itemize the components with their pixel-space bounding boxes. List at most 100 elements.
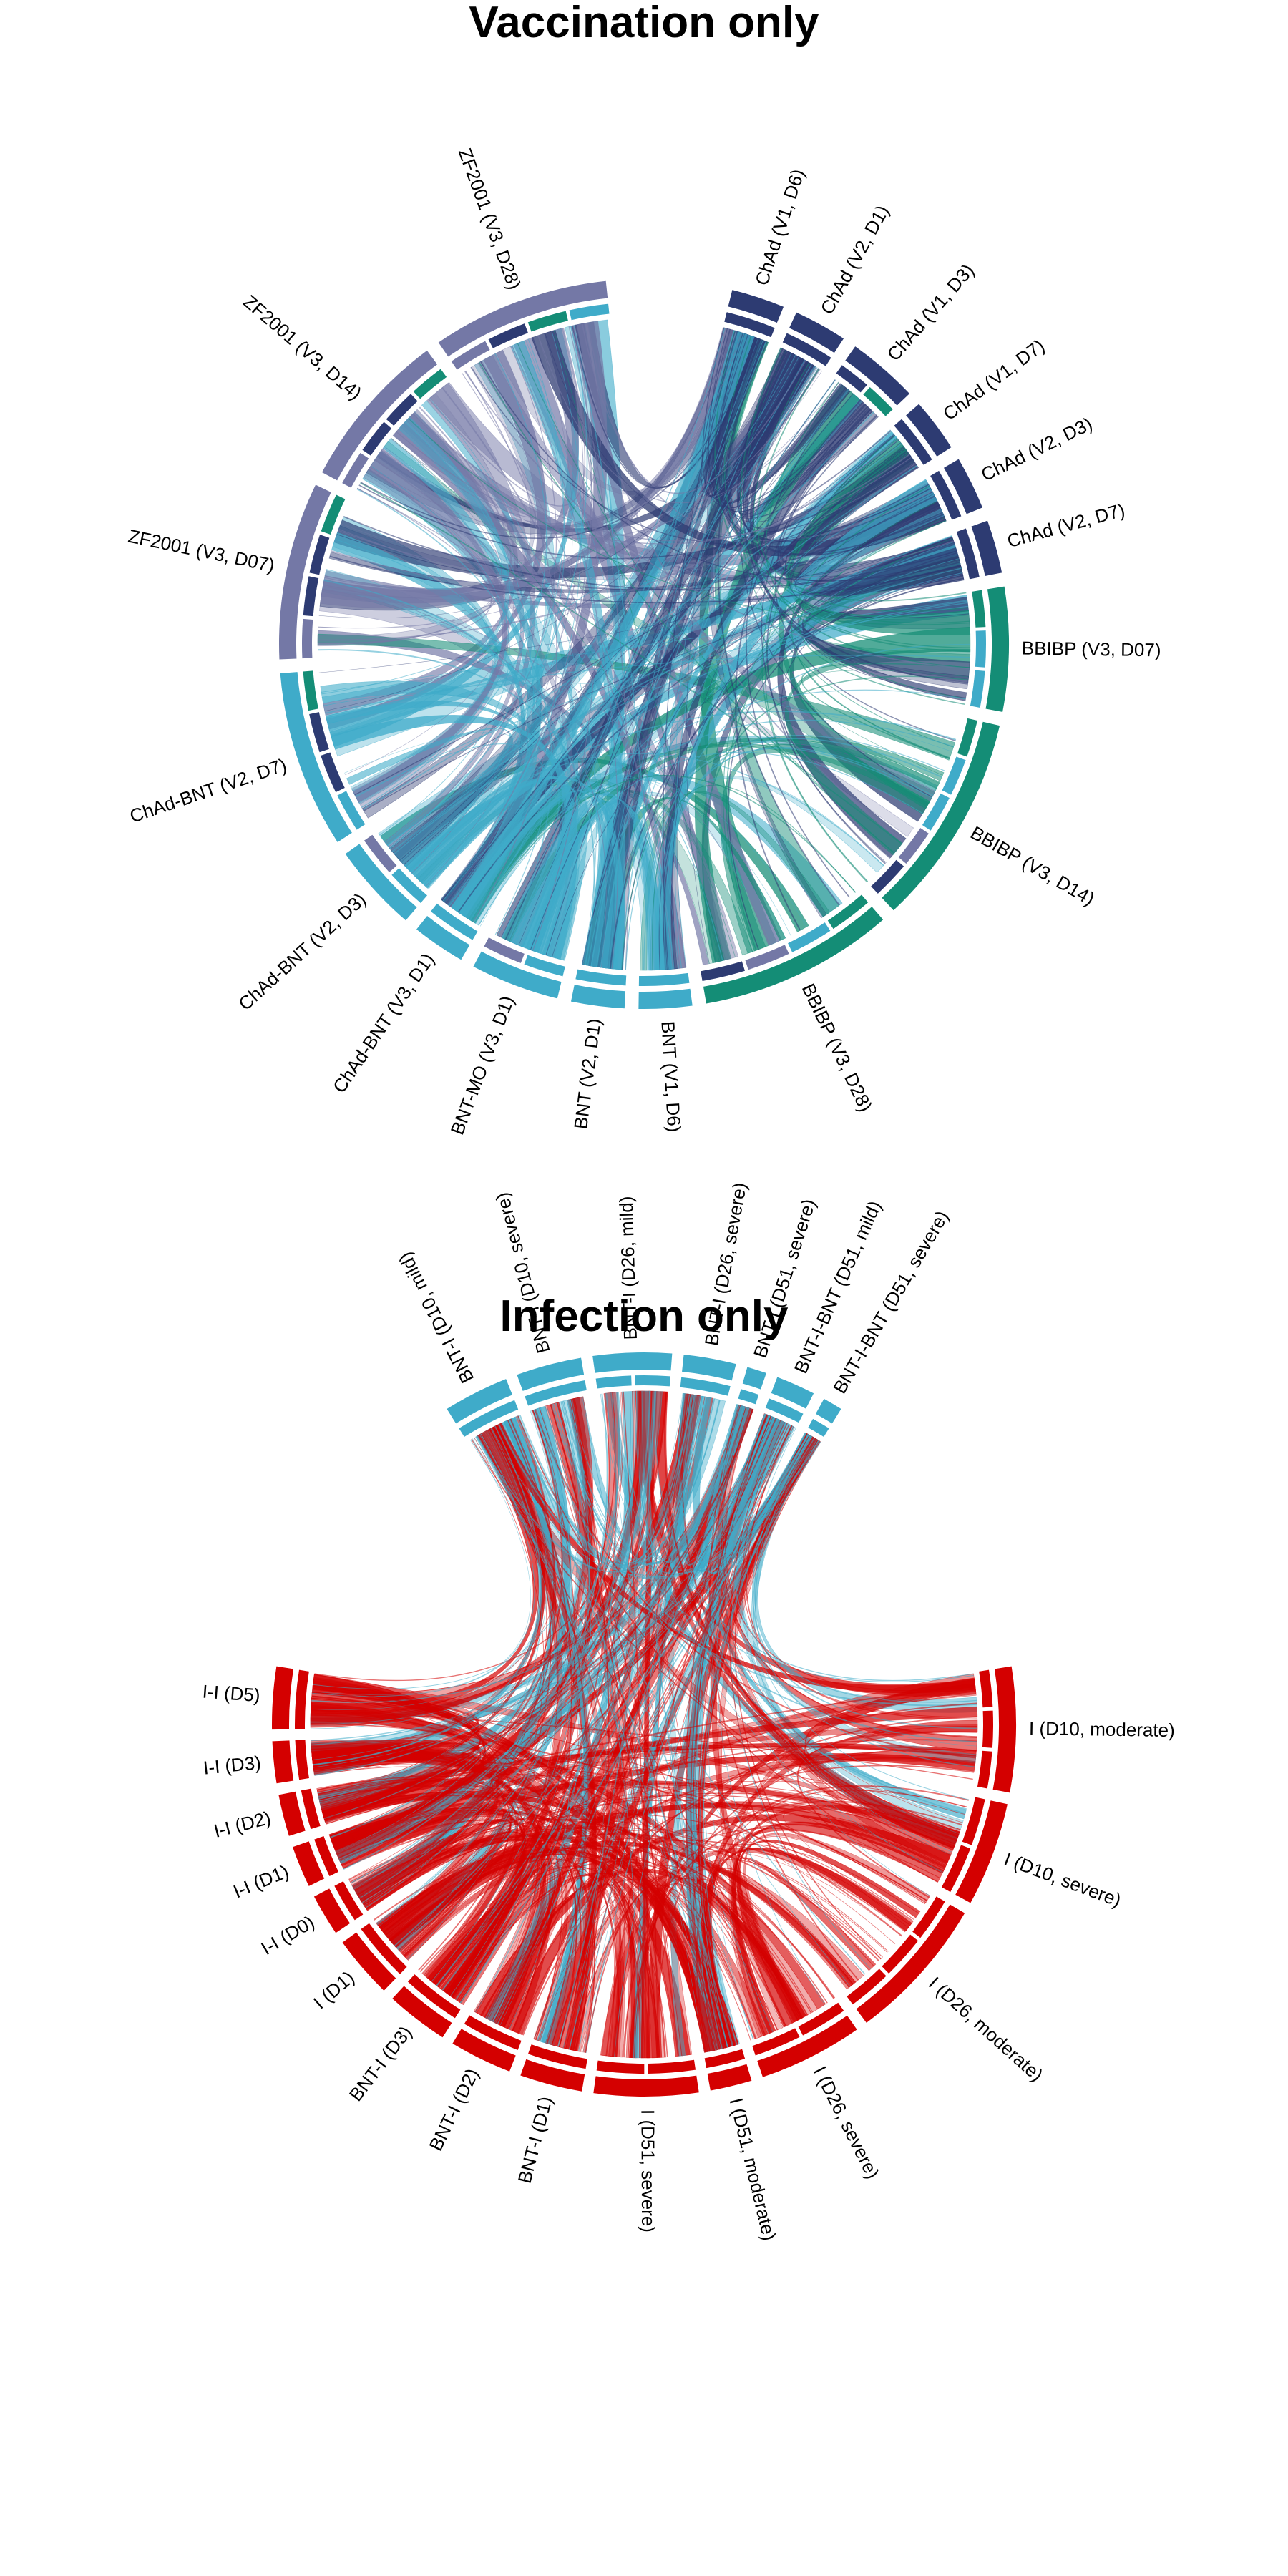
chord-line <box>356 488 553 942</box>
infection-chords <box>310 1390 978 2059</box>
chord-line <box>473 789 575 949</box>
segment-label: ChAd (V1, D3) <box>883 260 979 365</box>
chord-line <box>318 351 789 619</box>
segment-arc <box>473 951 562 999</box>
chord-line <box>323 1394 691 1817</box>
segment-label: I (D26, severe) <box>809 2063 884 2182</box>
chord-line <box>353 1813 915 1921</box>
chord-line <box>577 1395 701 2052</box>
segment-arc <box>592 1352 673 1373</box>
chord-line <box>600 366 816 968</box>
chord-line <box>355 605 969 798</box>
chord-line <box>410 341 565 872</box>
chord-line <box>581 323 933 542</box>
chord-line <box>686 340 763 964</box>
chord-line <box>394 356 799 855</box>
segment-label: ChAd (V2, D7) <box>1005 499 1127 552</box>
segment-label: BNT (V1, D6) <box>657 1020 685 1133</box>
chord-line <box>475 1399 721 1573</box>
chord-line <box>569 1399 975 1683</box>
segment-arc <box>992 1666 1016 1793</box>
segment-track <box>595 1375 632 1389</box>
segment-track <box>407 1974 461 2019</box>
segment-arc <box>906 404 952 457</box>
segment-label: BNT-I (D26, mild) <box>615 1196 641 1340</box>
chord-line <box>585 1432 806 2054</box>
chord-line <box>345 411 514 776</box>
chord-line <box>674 364 812 969</box>
chord-line <box>396 1407 572 1948</box>
segment-track <box>972 590 986 628</box>
chord-line <box>318 438 502 629</box>
chord-line <box>702 675 969 963</box>
chord-line <box>341 370 823 561</box>
segment-arc <box>392 1986 452 2038</box>
chord-line <box>690 1414 768 2050</box>
segment-track <box>871 859 904 894</box>
chord-line <box>323 1797 736 2046</box>
chord-line <box>479 362 895 854</box>
chord-line <box>553 330 720 962</box>
chord-line <box>455 786 577 954</box>
segment-track <box>302 618 313 659</box>
chord-line <box>664 1391 959 1838</box>
chord-line <box>311 1747 659 2058</box>
segment-arc <box>272 1666 294 1730</box>
chord-line <box>312 1404 739 1760</box>
chord-line <box>326 539 488 717</box>
segment-arc <box>292 1841 325 1886</box>
segment-track <box>648 2059 696 2074</box>
chord-line <box>582 466 919 965</box>
segment-track <box>321 494 346 535</box>
chord-line <box>356 1393 610 1896</box>
chord-line <box>480 361 960 582</box>
segment-track <box>788 922 831 952</box>
chord-line <box>381 1693 977 1931</box>
chord-line <box>572 325 652 970</box>
chord-line <box>419 1865 660 2058</box>
chord-line <box>711 1790 967 2047</box>
segment-arc <box>416 915 470 960</box>
chord-line <box>614 1439 818 2057</box>
segment-label: I (D51, severe) <box>637 2109 659 2233</box>
chord-line <box>464 370 557 922</box>
segment-track <box>361 1923 407 1974</box>
segment-arc <box>985 586 1009 712</box>
segment-track <box>386 394 418 426</box>
chord-line <box>338 1782 961 1858</box>
chord-line <box>712 333 869 510</box>
chord-line <box>428 328 586 507</box>
chord-line <box>486 1418 573 2019</box>
chord-line <box>583 1407 747 2053</box>
segment-track <box>314 1836 339 1876</box>
chord-line <box>436 1870 615 2057</box>
chord-line <box>399 1437 545 1952</box>
segment-arc <box>278 1791 306 1836</box>
chord-line <box>402 1396 706 1955</box>
segment-label: ChAd-BNT (V2, D3) <box>234 889 370 1015</box>
segment-arc <box>313 1888 351 1933</box>
chord-line <box>311 1751 834 1999</box>
chord-line <box>321 600 967 693</box>
chord-line <box>404 421 532 889</box>
chord-line <box>323 1795 725 2049</box>
chord-line <box>333 1415 555 1848</box>
chord-line <box>384 338 565 843</box>
chord-line <box>558 1402 746 1565</box>
chord-line <box>717 340 840 906</box>
segment-track <box>362 421 392 456</box>
segment-arc <box>278 484 331 660</box>
chord-line <box>436 1398 715 1986</box>
segment-arc <box>944 459 983 514</box>
segment-label: ZF2001 (V3, D07) <box>127 525 277 577</box>
segment-track <box>738 1389 759 1405</box>
chord-line <box>575 1888 632 2058</box>
chord-line <box>376 1391 631 1924</box>
segment-track <box>638 972 690 986</box>
segment-arc <box>520 2059 585 2092</box>
chord-line <box>323 584 771 945</box>
chord-line <box>462 373 686 968</box>
chord-line <box>379 1840 532 1996</box>
chord-line <box>474 1400 591 1573</box>
